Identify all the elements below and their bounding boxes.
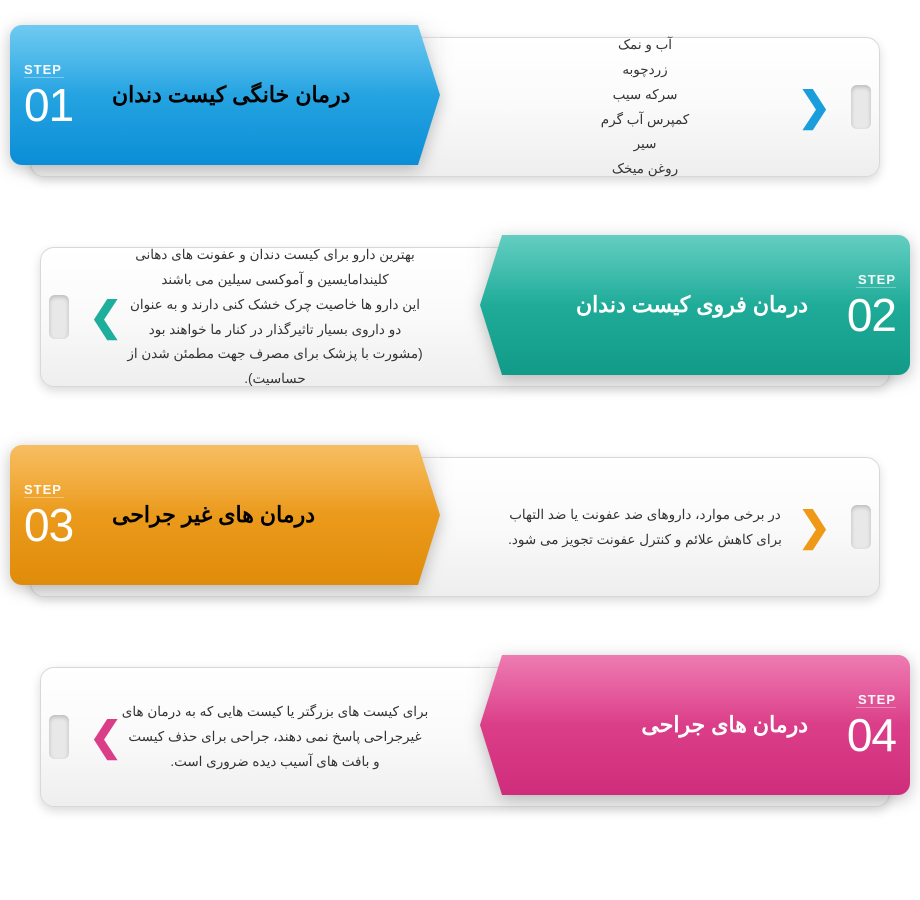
description-line: غیرجراحی پاسخ نمی دهند، جراحی برای حذف ک… bbox=[128, 725, 421, 750]
step-row-03: ❯در برخی موارد، داروهای ضد عفونت یا ضد ا… bbox=[10, 445, 910, 610]
step-label: STEP bbox=[858, 692, 896, 707]
step-row-04: ❮برای کیست های بزرگتر یا کیست هایی که به… bbox=[10, 655, 910, 820]
step-title: درمان های جراحی bbox=[534, 655, 830, 795]
step-title: درمان خانگی کیست دندان bbox=[90, 25, 386, 165]
arrow-right-icon bbox=[385, 445, 440, 585]
step-number: 04 bbox=[847, 712, 896, 758]
arrow-right-icon bbox=[385, 25, 440, 165]
side-notch bbox=[49, 715, 69, 759]
step-number-box: STEP 01 bbox=[10, 25, 90, 165]
step-header: STEP 02 درمان فروی کیست دندان bbox=[480, 235, 910, 375]
step-number: 03 bbox=[24, 502, 73, 548]
side-notch bbox=[851, 85, 871, 129]
step-number-box: STEP 04 bbox=[830, 655, 910, 795]
description-line: کمپرس آب گرم bbox=[601, 108, 689, 133]
description-line: سیر bbox=[634, 132, 657, 157]
description-line: کلیندامایسین و آموکسی سیلین می باشند bbox=[161, 268, 388, 293]
description-line: (مشورت با پزشک برای مصرف جهت مطمئن شدن ا… bbox=[100, 342, 450, 392]
step-row-01: ❯آب و نمکزردچوبهسرکه سیبکمپرس آب گرمسیرر… bbox=[10, 25, 910, 190]
step-title: درمان های غیر جراحی bbox=[90, 445, 386, 585]
step-title: درمان فروی کیست دندان bbox=[534, 235, 830, 375]
side-notch bbox=[851, 505, 871, 549]
arrow-left-icon bbox=[480, 655, 535, 795]
step-row-02: ❮بهترین دارو برای کیست دندان و عفونت های… bbox=[10, 235, 910, 400]
description-line: بهترین دارو برای کیست دندان و عفونت های … bbox=[135, 243, 415, 268]
side-notch bbox=[49, 295, 69, 339]
description-line: زردچوبه bbox=[622, 58, 667, 83]
step-number-box: STEP 03 bbox=[10, 445, 90, 585]
description-line: روغن میخک bbox=[612, 157, 678, 182]
description-line: و بافت های آسیب دیده ضروری است. bbox=[170, 750, 379, 775]
step-header: STEP 01 درمان خانگی کیست دندان bbox=[10, 25, 440, 165]
step-label: STEP bbox=[24, 482, 62, 497]
step-description: بهترین دارو برای کیست دندان و عفونت های … bbox=[100, 253, 450, 382]
step-label: STEP bbox=[858, 272, 896, 287]
arrow-left-icon bbox=[480, 235, 535, 375]
step-label: STEP bbox=[24, 62, 62, 77]
step-number: 01 bbox=[24, 82, 73, 128]
step-description: آب و نمکزردچوبهسرکه سیبکمپرس آب گرمسیررو… bbox=[470, 43, 820, 172]
step-description: برای کیست های بزرگتر یا کیست هایی که به … bbox=[100, 673, 450, 802]
description-line: سرکه سیب bbox=[613, 83, 678, 108]
description-line: دو داروی بسیار تاثیرگذار در کنار ما خواه… bbox=[149, 318, 401, 343]
description-line: برای کیست های بزرگتر یا کیست هایی که به … bbox=[122, 700, 428, 725]
infographic-container: ❯آب و نمکزردچوبهسرکه سیبکمپرس آب گرمسیرر… bbox=[10, 25, 910, 820]
description-line: در برخی موارد، داروهای ضد عفونت یا ضد ال… bbox=[509, 503, 781, 528]
description-line: این دارو ها خاصیت چرک خشک کنی دارند و به… bbox=[130, 293, 420, 318]
description-line: آب و نمک bbox=[618, 33, 672, 58]
step-header: STEP 04 درمان های جراحی bbox=[480, 655, 910, 795]
step-number-box: STEP 02 bbox=[830, 235, 910, 375]
step-number: 02 bbox=[847, 292, 896, 338]
description-line: برای کاهش علائم و کنترل عفونت تجویز می ش… bbox=[508, 528, 782, 553]
step-description: در برخی موارد، داروهای ضد عفونت یا ضد ال… bbox=[470, 463, 820, 592]
step-header: STEP 03 درمان های غیر جراحی bbox=[10, 445, 440, 585]
